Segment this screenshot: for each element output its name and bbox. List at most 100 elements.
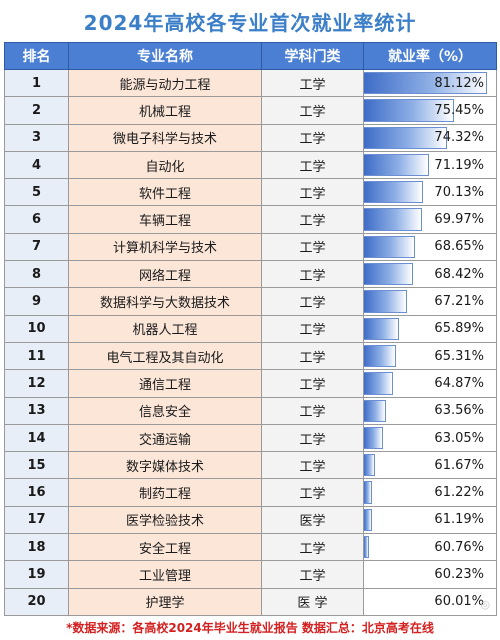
rate-value: 81.12% [434, 75, 484, 91]
rate-cell: 65.89% [363, 314, 497, 343]
rate-cell: 67.21% [363, 287, 497, 316]
rank-cell: 10 [4, 314, 69, 343]
rank-cell: 19 [4, 560, 69, 589]
discipline-cell: 医 学 [261, 587, 364, 616]
discipline-cell: 工学 [261, 232, 364, 262]
rate-value: 68.42% [434, 266, 484, 282]
discipline-cell: 工学 [261, 205, 364, 234]
discipline-cell: 工学 [261, 478, 364, 507]
discipline-cell: 工学 [261, 96, 364, 125]
rate-value: 63.05% [434, 430, 484, 446]
rate-value: 60.01% [434, 594, 484, 610]
rate-value: 60.23% [434, 566, 484, 582]
rank-cell: 14 [4, 423, 69, 453]
rate-bar [364, 481, 373, 504]
employment-rate-table: 排名 专业名称 学科门类 就业率（%） 1 能源与动力工程 工学 81.12% 2 机械工… [4, 42, 497, 616]
discipline-cell: 工学 [261, 150, 364, 180]
rank-cell: 5 [4, 178, 69, 207]
table-row: 15 数字媒体技术 工学 61.67% [4, 451, 497, 480]
rate-bar [364, 536, 370, 559]
rate-value: 65.89% [434, 321, 484, 337]
rank-cell: 17 [4, 505, 69, 535]
rate-bar [364, 263, 414, 286]
major-cell: 制药工程 [68, 478, 262, 507]
major-cell: 工业管理 [68, 560, 262, 589]
discipline-cell: 工学 [261, 341, 364, 371]
rate-cell: 64.87% [363, 369, 497, 398]
rate-value: 70.13% [434, 184, 484, 200]
rate-value: 68.65% [434, 239, 484, 255]
table-row: 18 安全工程 工学 60.76% [4, 533, 497, 562]
rank-cell: 9 [4, 287, 69, 316]
rate-cell: 70.13% [363, 178, 497, 207]
rate-cell: 71.19% [363, 150, 497, 180]
major-cell: 微电子科学与技术 [68, 123, 262, 152]
major-cell: 机械工程 [68, 96, 262, 125]
rate-value: 63.56% [434, 403, 484, 419]
rate-bar [364, 153, 430, 177]
rate-bar [364, 454, 375, 477]
discipline-cell: 工学 [261, 287, 364, 316]
rate-cell: 74.32% [363, 123, 497, 152]
rate-value: 64.87% [434, 375, 484, 391]
table-row: 8 网络工程 工学 68.42% [4, 260, 497, 289]
header-rate: 就业率（%） [363, 42, 497, 70]
rate-cell: 63.05% [363, 423, 497, 453]
rate-cell: 61.19% [363, 505, 497, 535]
rate-bar [364, 72, 487, 95]
rank-cell: 20 [4, 587, 69, 616]
rank-cell: 18 [4, 533, 69, 562]
rate-cell: 75.45% [363, 96, 497, 125]
discipline-cell: 工学 [261, 533, 364, 562]
rate-bar [364, 344, 396, 368]
rank-cell: 7 [4, 232, 69, 262]
major-cell: 信息安全 [68, 396, 262, 425]
rank-cell: 15 [4, 451, 69, 480]
discipline-cell: 工学 [261, 68, 364, 98]
rate-value: 67.21% [434, 294, 484, 310]
table-row: 13 信息安全 工学 63.56% [4, 396, 497, 425]
major-cell: 护理学 [68, 587, 262, 616]
page-title: 2024年高校各专业首次就业率统计 [83, 10, 417, 35]
rank-cell: 4 [4, 150, 69, 180]
major-cell: 安全工程 [68, 533, 262, 562]
rank-cell: 13 [4, 396, 69, 425]
rank-cell: 16 [4, 478, 69, 507]
header-rank: 排名 [4, 42, 69, 70]
major-cell: 计算机科学与技术 [68, 232, 262, 262]
major-cell: 电气工程及其自动化 [68, 341, 262, 371]
table-row: 12 通信工程 工学 64.87% [4, 369, 497, 398]
table-row: 14 交通运输 工学 63.05% [4, 423, 497, 453]
rate-bar [364, 372, 394, 395]
rate-value: 60.76% [434, 539, 484, 555]
header-major: 专业名称 [68, 42, 262, 70]
rate-bar [364, 208, 423, 231]
rate-cell: 81.12% [363, 68, 497, 98]
rate-cell: 60.01% [363, 587, 497, 616]
rate-cell: 60.76% [363, 533, 497, 562]
table-row: 6 车辆工程 工学 69.97% [4, 205, 497, 234]
rate-bar [364, 290, 407, 313]
major-cell: 自动化 [68, 150, 262, 180]
table-row: 10 机器人工程 工学 65.89% [4, 314, 497, 343]
rate-value: 71.19% [434, 157, 484, 173]
rate-bar [364, 99, 454, 122]
table-row: 11 电气工程及其自动化 工学 65.31% [4, 341, 497, 371]
rank-cell: 1 [4, 68, 69, 98]
table-row: 3 微电子科学与技术 工学 74.32% [4, 123, 497, 152]
rate-value: 74.32% [434, 130, 484, 146]
rank-cell: 6 [4, 205, 69, 234]
rate-value: 61.67% [434, 457, 484, 473]
discipline-cell: 工学 [261, 369, 364, 398]
major-cell: 能源与动力工程 [68, 68, 262, 98]
table-row: 2 机械工程 工学 75.45% [4, 96, 497, 125]
rank-cell: 12 [4, 369, 69, 398]
discipline-cell: 工学 [261, 451, 364, 480]
rate-cell: 68.65% [363, 232, 497, 262]
table-row: 17 医学检验技术 医学 61.19% [4, 505, 497, 535]
rate-bar [364, 317, 399, 340]
table-row: 9 数据科学与大数据技术 工学 67.21% [4, 287, 497, 316]
discipline-cell: 工学 [261, 560, 364, 589]
header-discipline: 学科门类 [261, 42, 364, 70]
rate-bar [364, 508, 372, 532]
